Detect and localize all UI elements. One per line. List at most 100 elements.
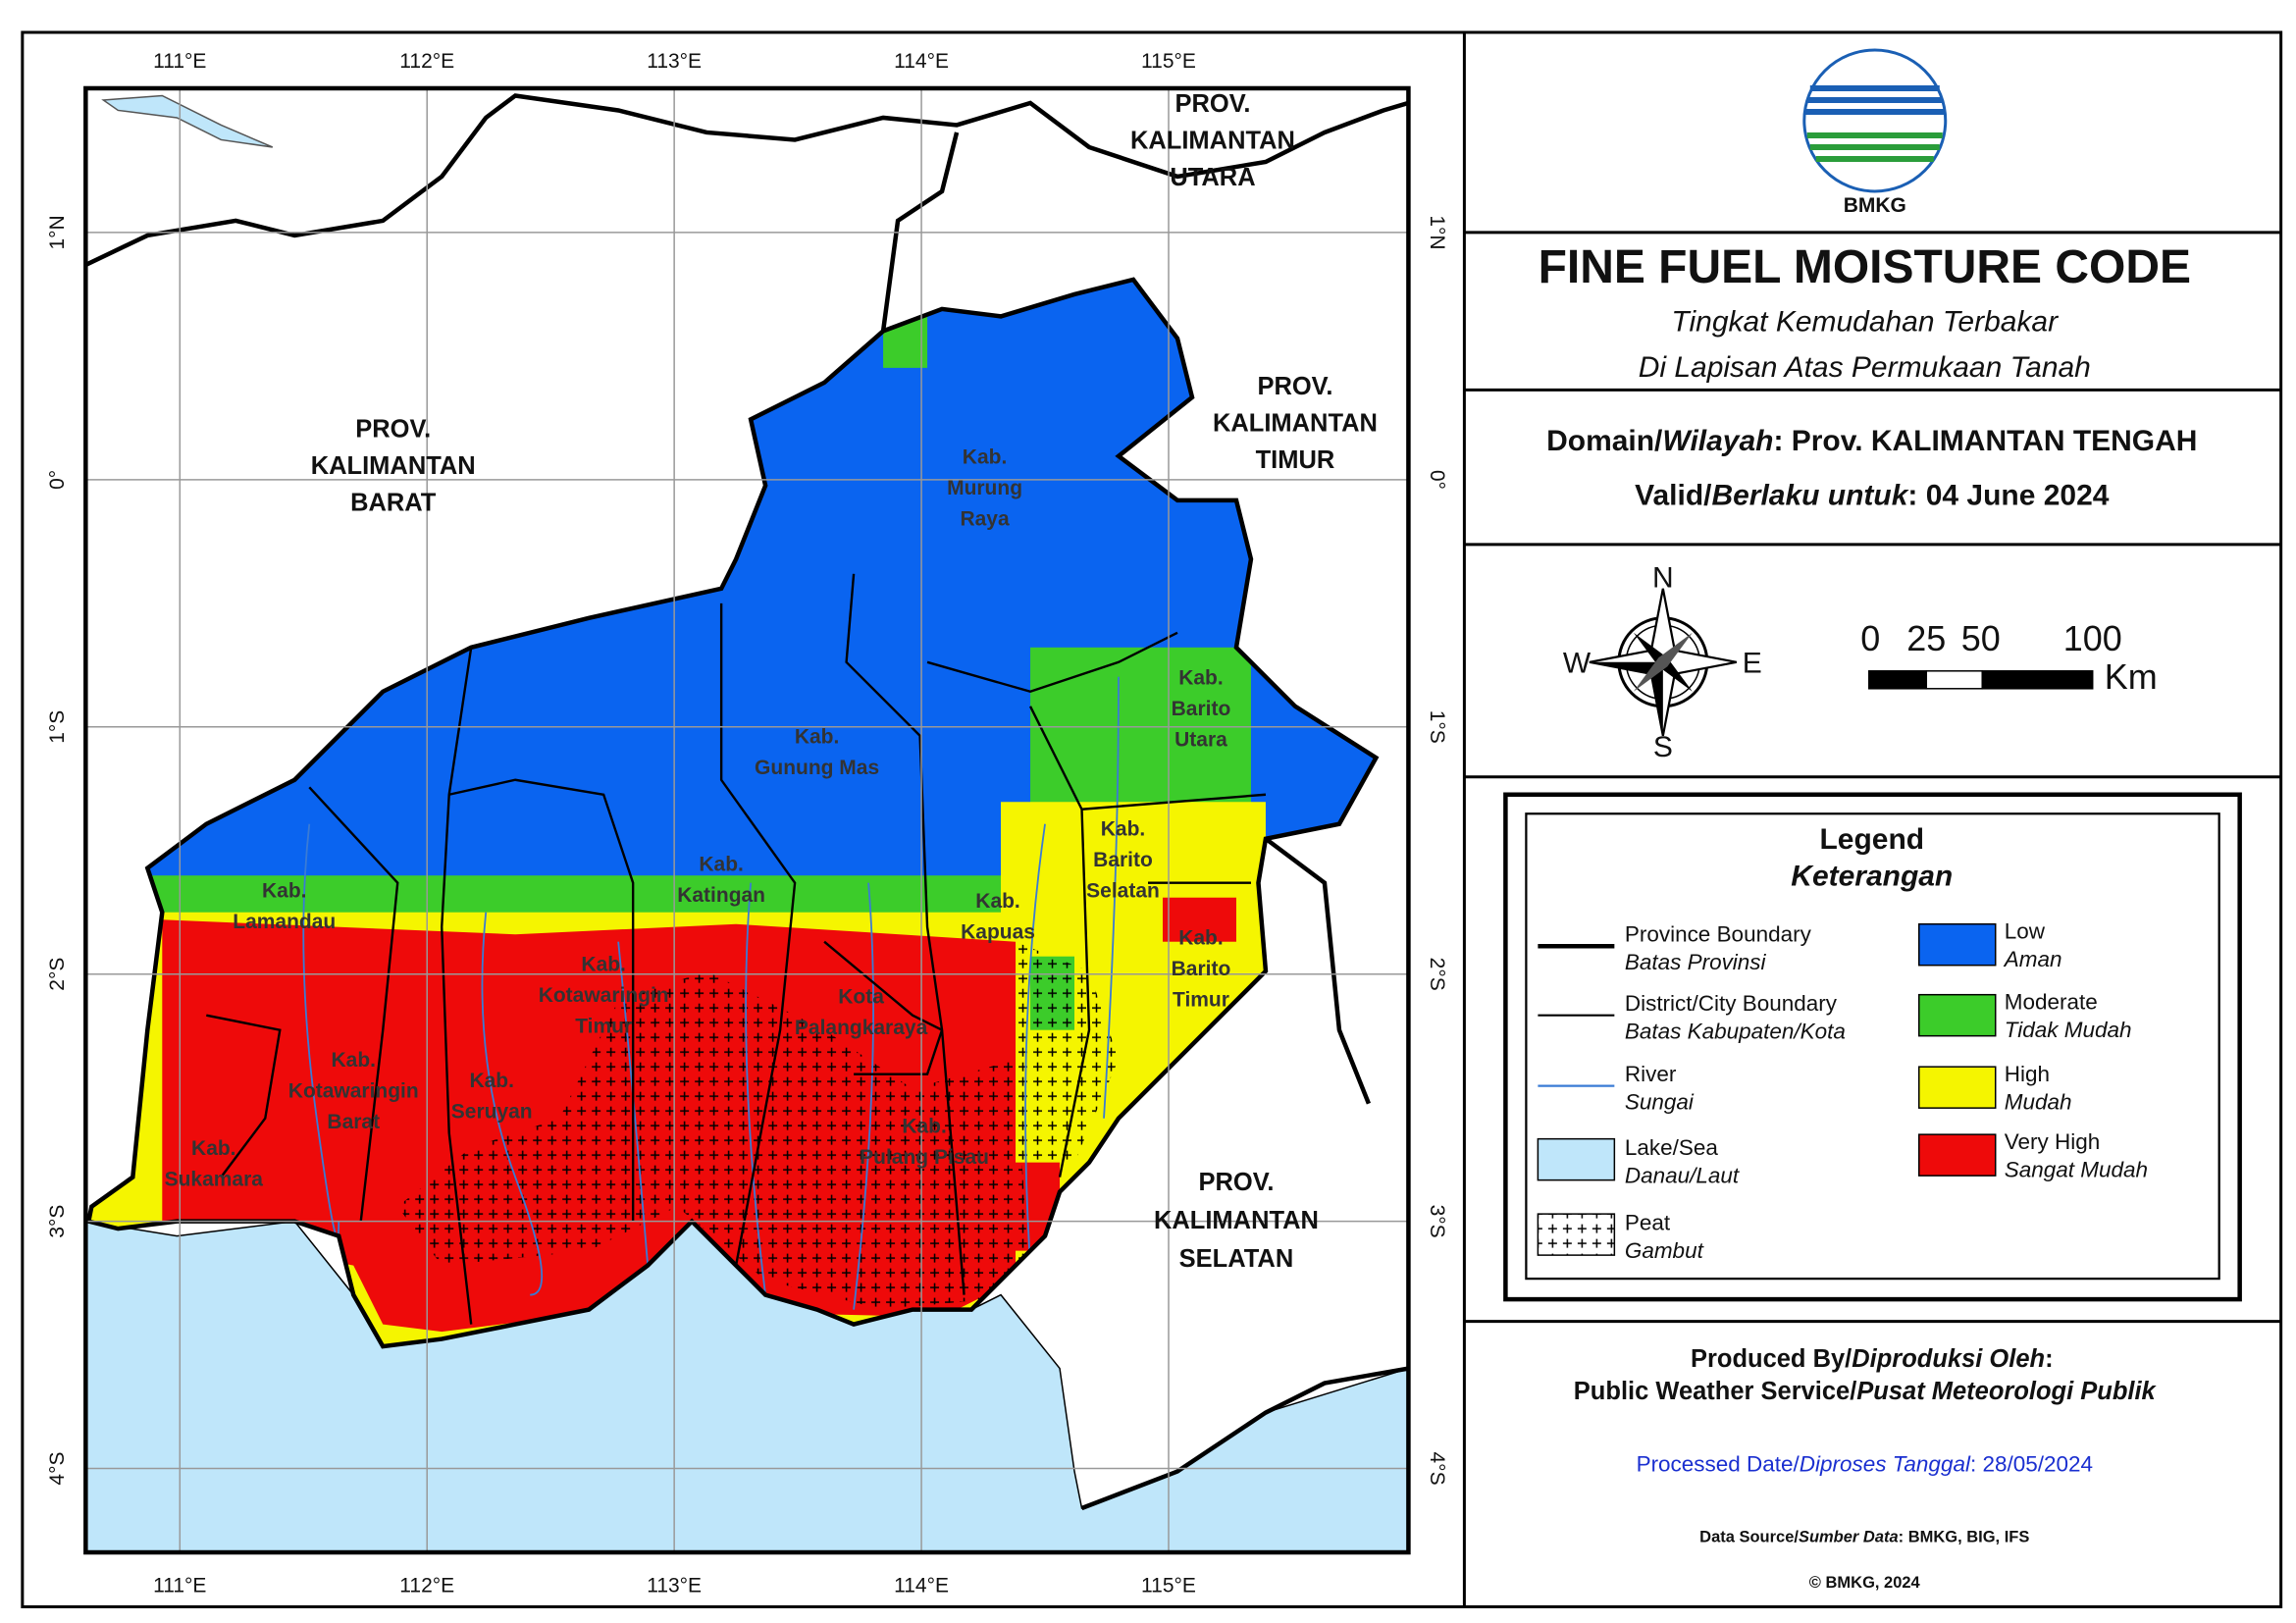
map-frame — [83, 85, 1411, 1555]
lon-label: 113°E — [647, 50, 702, 73]
province-label: TIMUR — [1256, 446, 1335, 474]
district-label: Kab. — [1101, 818, 1145, 841]
province-label: PROV. — [1257, 373, 1332, 400]
scale-label: 0 — [1860, 618, 1880, 658]
panel-separators — [1464, 231, 2281, 1324]
legend-label: River — [1625, 1062, 1677, 1086]
province-label: KALIMANTAN — [311, 452, 476, 480]
province-label: PROV. — [1174, 90, 1250, 118]
domain-label: Domain/ — [1546, 425, 1663, 457]
compass-w: W — [1563, 647, 1592, 679]
processed-value: : 28/05/2024 — [1970, 1452, 2093, 1477]
legend-label-id: Batas Kabupaten/Kota — [1625, 1020, 1846, 1044]
lat-label: 1°S — [46, 710, 69, 744]
lat-label: 4°S — [1426, 1452, 1448, 1486]
producer: Public Weather Service/Pusat Meteorologi… — [1574, 1378, 2158, 1405]
district-label: Barat — [327, 1111, 380, 1133]
district-label: Murung — [947, 477, 1022, 499]
legend-label: Moderate — [2005, 990, 2098, 1015]
produced-suffix: : — [2045, 1345, 2053, 1373]
legend-label: Low — [2005, 919, 2046, 944]
district-label: Kab. — [795, 725, 839, 748]
district-label: Kab. — [1178, 666, 1223, 689]
producer-name-id: Pusat Meteorologi Publik — [1856, 1378, 2157, 1405]
district-label: Barito — [1093, 849, 1153, 871]
district-label: Kab. — [902, 1116, 946, 1138]
lat-label: 3°S — [1426, 1205, 1448, 1238]
district-label: Kab. — [332, 1049, 376, 1072]
district-label: Sukamara — [165, 1169, 264, 1191]
district-label: Kab. — [581, 954, 625, 976]
legend-label-id: Tidak Mudah — [2005, 1018, 2132, 1042]
domain-label-id: Wilayah — [1662, 425, 1773, 457]
legend-label: Peat — [1625, 1211, 1671, 1235]
legend-label-id: Mudah — [2005, 1090, 2072, 1115]
province-label: UTARA — [1170, 164, 1255, 191]
district-label: Timur — [1173, 989, 1229, 1012]
legend-inner-frame — [1525, 812, 2220, 1281]
province-label: SELATAN — [1179, 1245, 1294, 1273]
legend-items: Province Boundary Batas Provinsi District/… — [1537, 919, 2148, 1263]
district-label: Kapuas — [961, 921, 1035, 944]
subtitle: Di Lapisan Atas Permukaan Tanah — [1639, 351, 2091, 384]
legend-label: Province Boundary — [1625, 922, 1812, 947]
peat — [397, 970, 1031, 1310]
district-label: Utara — [1174, 728, 1227, 751]
district-boundaries — [206, 573, 1267, 1325]
legend-label: High — [2005, 1062, 2050, 1086]
lon-label: 112°E — [399, 1575, 454, 1597]
legend-swatch — [1918, 922, 1997, 967]
district-label: Kab. — [191, 1137, 235, 1160]
produced-by: Produced By/Diproduksi Oleh: — [1691, 1345, 2054, 1373]
district-label: Barito — [1172, 698, 1231, 720]
legend-label-id: Sangat Mudah — [2005, 1158, 2148, 1182]
district-label: Seruyan — [451, 1101, 533, 1124]
compass-e: E — [1743, 647, 1762, 679]
district-label: Kab. — [262, 880, 306, 903]
scale-bar: 0 25 50 100 Km — [1860, 618, 2157, 697]
compass-n: N — [1652, 561, 1674, 594]
district-label: Kab. — [975, 890, 1019, 913]
lon-label: 115°E — [1141, 1575, 1196, 1597]
scale-label: 25 — [1906, 618, 1946, 658]
legend-label: District/City Boundary — [1625, 991, 1838, 1016]
lon-label: 114°E — [894, 1575, 949, 1597]
province-label: BARAT — [350, 489, 437, 516]
lon-label: 115°E — [1141, 50, 1196, 73]
lat-label: 2°S — [46, 958, 69, 991]
scale-label: 50 — [1961, 618, 2001, 658]
district-label: Katingan — [677, 884, 765, 907]
symbol-peat — [1537, 1213, 1616, 1256]
legend-swatch — [1918, 993, 1997, 1037]
district-label: Kab. — [469, 1070, 513, 1092]
province-boundaries-outer — [85, 93, 1409, 1511]
legend-label-id: Sungai — [1625, 1090, 1695, 1115]
district-label: Kab. — [699, 854, 743, 876]
domain-value: : Prov. KALIMANTAN TENGAH — [1773, 425, 2197, 457]
district-label: Kotawaringin — [539, 984, 669, 1007]
legend-swatch — [1918, 1066, 1997, 1109]
processed-label: Processed Date/ — [1637, 1452, 1800, 1477]
class-very-high — [1162, 897, 1236, 942]
legend-label-id: Batas Provinsi — [1625, 950, 1767, 974]
north-arrow: N E S W — [1563, 561, 1762, 762]
district-label: Raya — [960, 507, 1009, 530]
produced-label: Produced By/ — [1691, 1345, 1852, 1373]
subtitle: Tingkat Kemudahan Terbakar — [1671, 305, 2059, 338]
lake — [101, 94, 274, 148]
domain: Domain/Wilayah: Prov. KALIMANTAN TENGAH — [1546, 425, 2197, 457]
province-label: KALIMANTAN — [1213, 409, 1378, 437]
lat-label: 3°S — [46, 1205, 69, 1238]
district-label: Selatan — [1086, 880, 1160, 903]
legend-label: Lake/Sea — [1625, 1135, 1719, 1160]
valid-value: : 04 June 2024 — [1907, 479, 2109, 511]
scale-label: 100 — [2063, 618, 2122, 658]
graticule — [85, 87, 1409, 1553]
province-label: KALIMANTAN — [1154, 1207, 1319, 1234]
legend-title: Legend — [1819, 823, 1924, 856]
district-label: Gunung Mas — [755, 757, 879, 779]
district-label: Kab. — [963, 445, 1007, 468]
map-labels: PROV. KALIMANTAN UTARA PROV. KALIMANTAN BARAT… — [165, 90, 1378, 1273]
